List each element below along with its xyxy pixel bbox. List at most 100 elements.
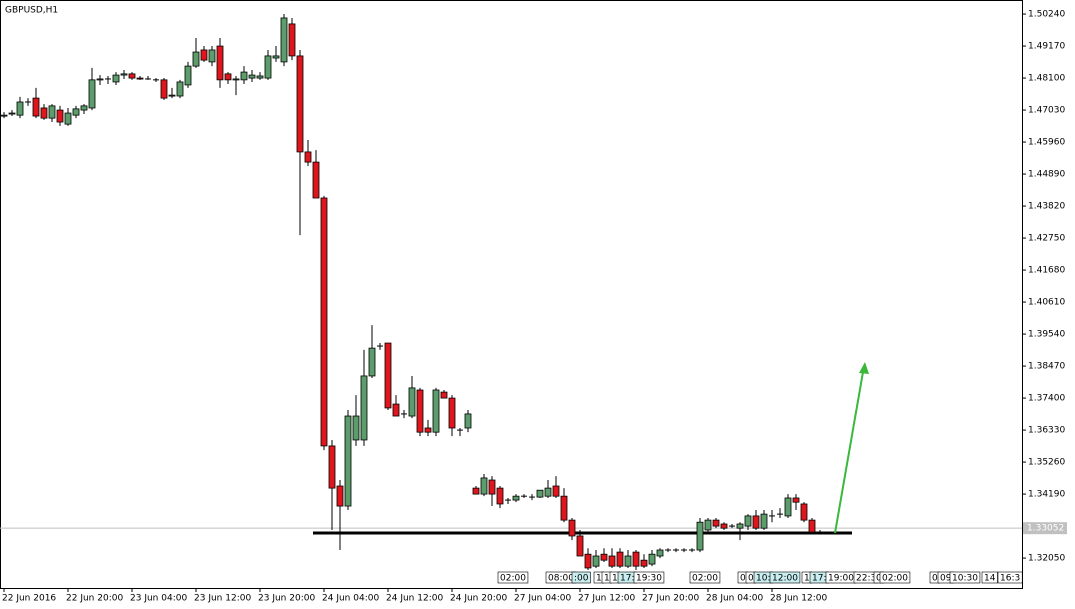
candle-body (600, 553, 608, 561)
candle-body (552, 485, 560, 497)
candle-body (368, 347, 376, 377)
candle-body (464, 413, 472, 429)
event-box (981, 571, 998, 584)
candle-body (120, 73, 128, 76)
candle-body (0, 114, 8, 117)
candle-body (248, 74, 256, 79)
event-box (689, 571, 721, 584)
plot-frame (0, 0, 1023, 589)
event-box (769, 571, 801, 584)
candle-body (320, 197, 328, 447)
candle-body (720, 523, 728, 529)
event-box (997, 571, 1023, 584)
x-tick-label: 24 Jun 04:00 (322, 594, 379, 604)
candle-body (264, 55, 272, 79)
candle-body (616, 551, 624, 567)
candle-body (808, 519, 816, 533)
candle-body (696, 521, 704, 551)
event-label: 14 (984, 574, 996, 584)
candle-body (80, 105, 88, 111)
candle-body (48, 105, 56, 119)
event-label: 0 (748, 574, 754, 584)
candle-body (408, 387, 416, 417)
candle-body (88, 79, 96, 109)
candle-body (432, 389, 440, 433)
candle-body (96, 78, 104, 81)
candle-body (240, 71, 248, 81)
event-label: 1 (596, 574, 602, 584)
candle-body (792, 497, 800, 503)
arrow-head (859, 362, 869, 374)
y-tick-label: 1.49170 (1028, 42, 1065, 52)
event-label: 1 (604, 574, 610, 584)
event-label: 10:30 (952, 574, 978, 584)
event-label: 1 (804, 574, 810, 584)
candle-body (280, 17, 288, 63)
x-tick-label: 27 Jun 20:00 (642, 594, 699, 604)
candle-body (712, 519, 720, 527)
candle-body (752, 515, 760, 529)
arrow-shaft (834, 371, 864, 534)
event-box (949, 571, 981, 584)
candle-body (760, 513, 768, 529)
event-label: 0 (932, 574, 938, 584)
candle-body (744, 515, 752, 527)
candle-body (784, 497, 792, 517)
current-price-label: 1.33052 (1027, 524, 1064, 534)
event-label: 17: (620, 574, 634, 584)
candle-body (16, 101, 24, 116)
event-label: 02:00 (882, 574, 908, 584)
candle-body (272, 55, 280, 59)
plot-layer: 1.50240 1.49170 1.48100 1.47030 1.45960 1.448… (0, 10, 1067, 604)
candle-body (576, 535, 584, 557)
event-box (571, 571, 591, 584)
x-tick-label: 27 Jun 12:00 (578, 594, 635, 604)
candle-body (168, 94, 176, 97)
candle-body (208, 49, 216, 63)
y-tick-label: 1.36330 (1028, 426, 1065, 436)
candle-body (184, 65, 192, 86)
candle-body (440, 391, 448, 399)
x-tick-label: 22 Jun 2016 (2, 594, 56, 604)
candle-body (72, 108, 80, 116)
candle-body (496, 487, 504, 505)
candle-body (416, 389, 424, 433)
candle-body (584, 553, 592, 569)
y-tick-label: 1.38470 (1028, 362, 1065, 372)
candle-body (328, 445, 336, 489)
candle-body (424, 427, 432, 433)
candle-body (8, 112, 16, 115)
x-tick-label: 28 Jun 04:00 (706, 594, 763, 604)
candle-body (288, 23, 296, 57)
event-label: 17: (812, 574, 826, 584)
event-box (633, 571, 665, 584)
event-box (497, 571, 529, 584)
candle-body (736, 523, 744, 529)
candle-body (656, 549, 664, 557)
y-tick-label: 1.37400 (1028, 394, 1065, 404)
arrow-annotation (834, 362, 869, 534)
x-tick-label: 23 Jun 12:00 (194, 594, 251, 604)
event-label: 02:00 (500, 574, 526, 584)
candle-body (608, 555, 616, 567)
y-tick-label: 1.35260 (1028, 458, 1065, 468)
y-tick-label: 1.32050 (1028, 554, 1065, 564)
candle-body (160, 79, 168, 99)
x-tick-label: 27 Jun 04:00 (514, 594, 571, 604)
candle-body (344, 415, 352, 507)
candle-body (448, 397, 456, 429)
candle-body (560, 495, 568, 521)
candle-body (56, 109, 64, 123)
x-tick-label: 28 Jun 12:00 (770, 594, 827, 604)
candle-body (568, 519, 576, 537)
y-tick-label: 1.43820 (1028, 202, 1065, 212)
chart-title: GBPUSD,H1 (5, 6, 58, 16)
candle-body (176, 81, 184, 97)
candle-body (488, 479, 496, 495)
event-label: 0 (740, 574, 746, 584)
y-tick-label: 1.34190 (1028, 490, 1065, 500)
candle-body (352, 415, 360, 441)
y-tick-label: 1.48100 (1028, 74, 1065, 84)
